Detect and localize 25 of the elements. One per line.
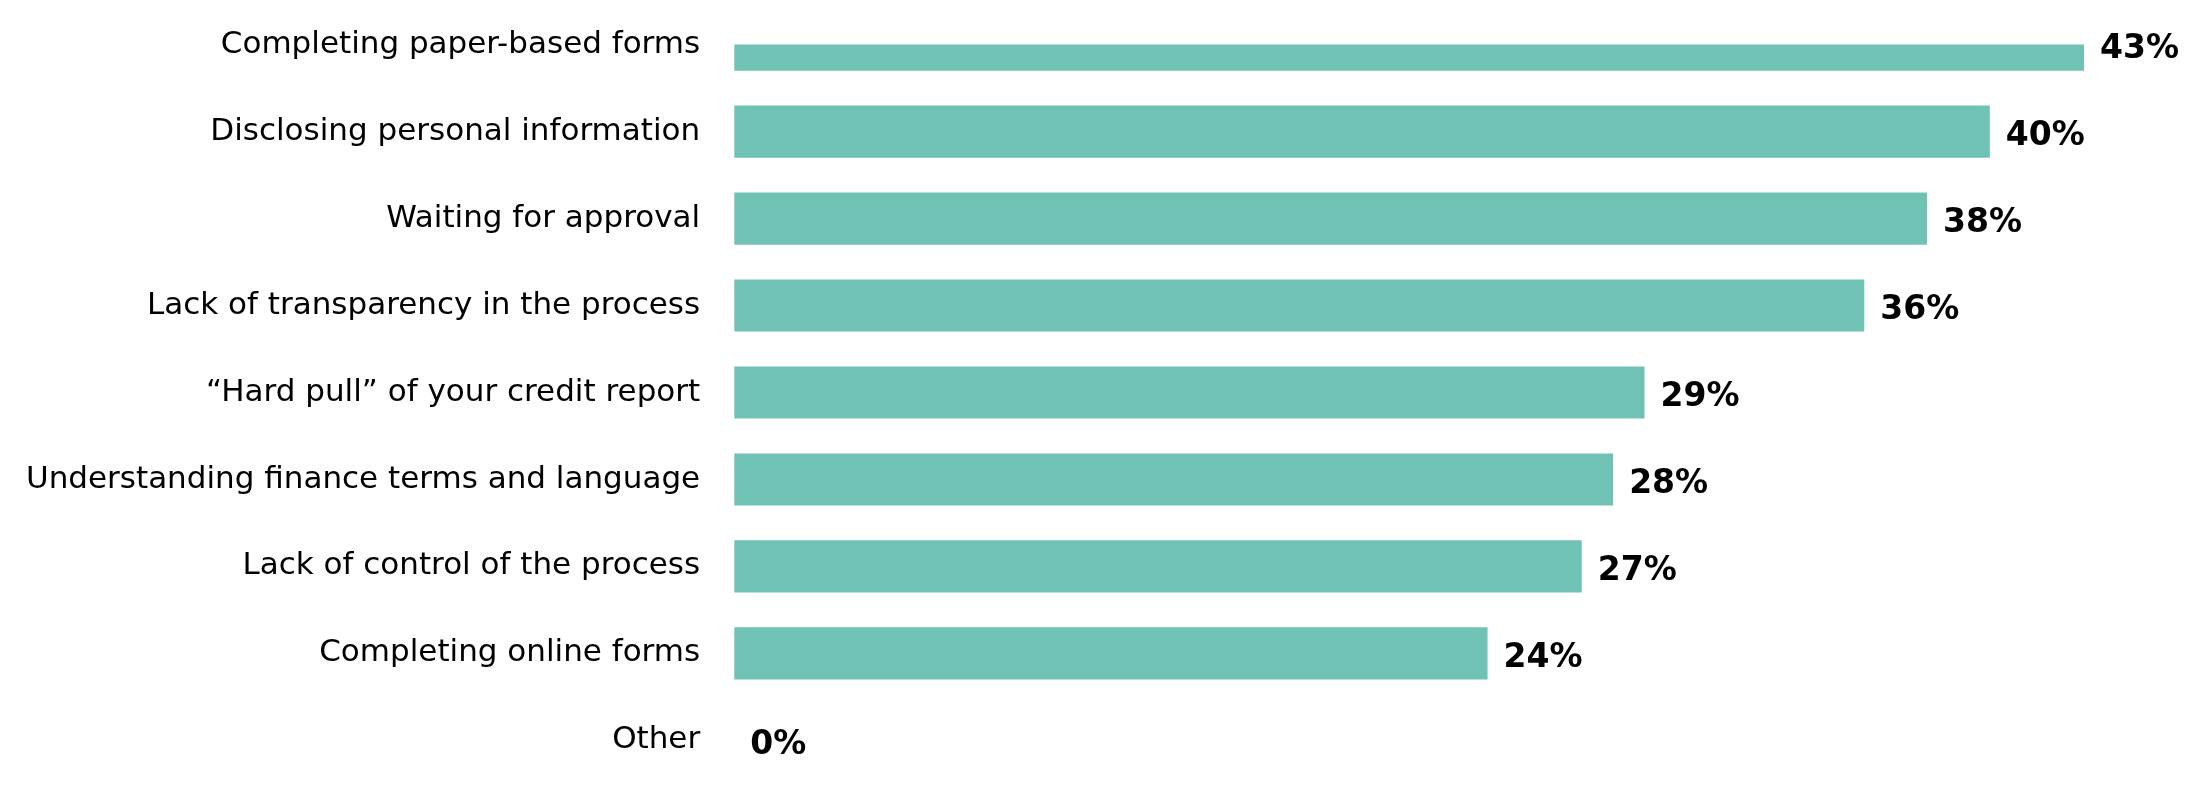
data-label: 40% [2005, 114, 2085, 154]
bar [734, 627, 1488, 680]
data-label: 36% [1880, 288, 1960, 328]
data-label: 28% [1629, 462, 1709, 502]
y-tick-label: Completing paper-based forms [220, 23, 701, 60]
y-tick-label: Understanding finance terms and language [25, 458, 701, 495]
y-tick-label: Disclosing personal information [210, 110, 701, 147]
y-tick-label: Lack of transparency in the process [146, 284, 701, 321]
bar [734, 453, 1614, 506]
y-tick-label: Completing online forms [319, 632, 701, 669]
data-label: 0% [750, 722, 807, 762]
data-label: 38% [1943, 201, 2023, 241]
bar [734, 279, 1865, 332]
bar [734, 540, 1582, 593]
data-label: 24% [1503, 636, 1583, 675]
bar [734, 105, 1990, 158]
bar [734, 192, 1928, 245]
y-tick-label: Lack of control of the process [242, 545, 701, 582]
data-label: 27% [1597, 549, 1677, 589]
data-label: 29% [1660, 375, 1740, 415]
data-label: 43% [2100, 27, 2179, 67]
y-tick-label: Waiting for approval [386, 197, 701, 234]
y-tick-label: “Hard pull” of your credit report [206, 371, 701, 408]
y-tick-label: Other [612, 719, 701, 756]
bar [734, 366, 1645, 419]
